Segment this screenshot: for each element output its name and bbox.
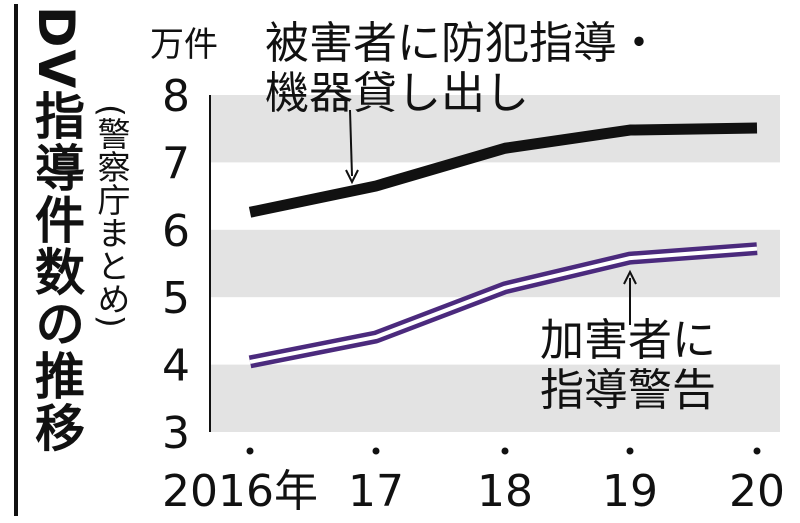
y-unit: 万件 — [150, 25, 218, 65]
chart-title: DV指導件数の推移 — [27, 6, 85, 455]
x-tick-dot — [753, 447, 761, 455]
y-tick-label: 7 — [162, 138, 190, 189]
line-inner — [249, 246, 758, 364]
x-tick-label: 19 — [602, 466, 658, 517]
source: (警察庁まとめ) — [92, 104, 131, 328]
annotation: 機器貸し出し — [265, 68, 529, 119]
x-tick-label: 2016年 — [162, 466, 318, 517]
title-rule — [14, 4, 18, 516]
annotation-arrow — [349, 109, 353, 177]
arrow-head — [345, 169, 359, 185]
annotation: 被害者に防犯指導・ — [265, 18, 661, 69]
grid-band — [210, 364, 780, 432]
x-tick-dot — [372, 447, 380, 455]
arrow-head — [623, 269, 637, 285]
x-tick-dot — [501, 447, 509, 455]
x-tick-label: 17 — [348, 466, 404, 517]
annotation: 指導警告 — [540, 365, 716, 416]
x-tick-dot — [246, 447, 254, 455]
y-tick-label: 4 — [162, 341, 190, 392]
y-tick-label: 6 — [162, 206, 190, 257]
y-tick-label: 8 — [162, 71, 190, 122]
annotation: 加害者に — [540, 315, 716, 366]
line — [248, 122, 758, 218]
y-tick-label: 5 — [162, 273, 190, 324]
x-tick-dot — [626, 447, 634, 455]
y-tick-label: 3 — [162, 408, 190, 459]
x-tick-label: 20 — [729, 466, 785, 517]
x-tick-label: 18 — [477, 466, 533, 517]
